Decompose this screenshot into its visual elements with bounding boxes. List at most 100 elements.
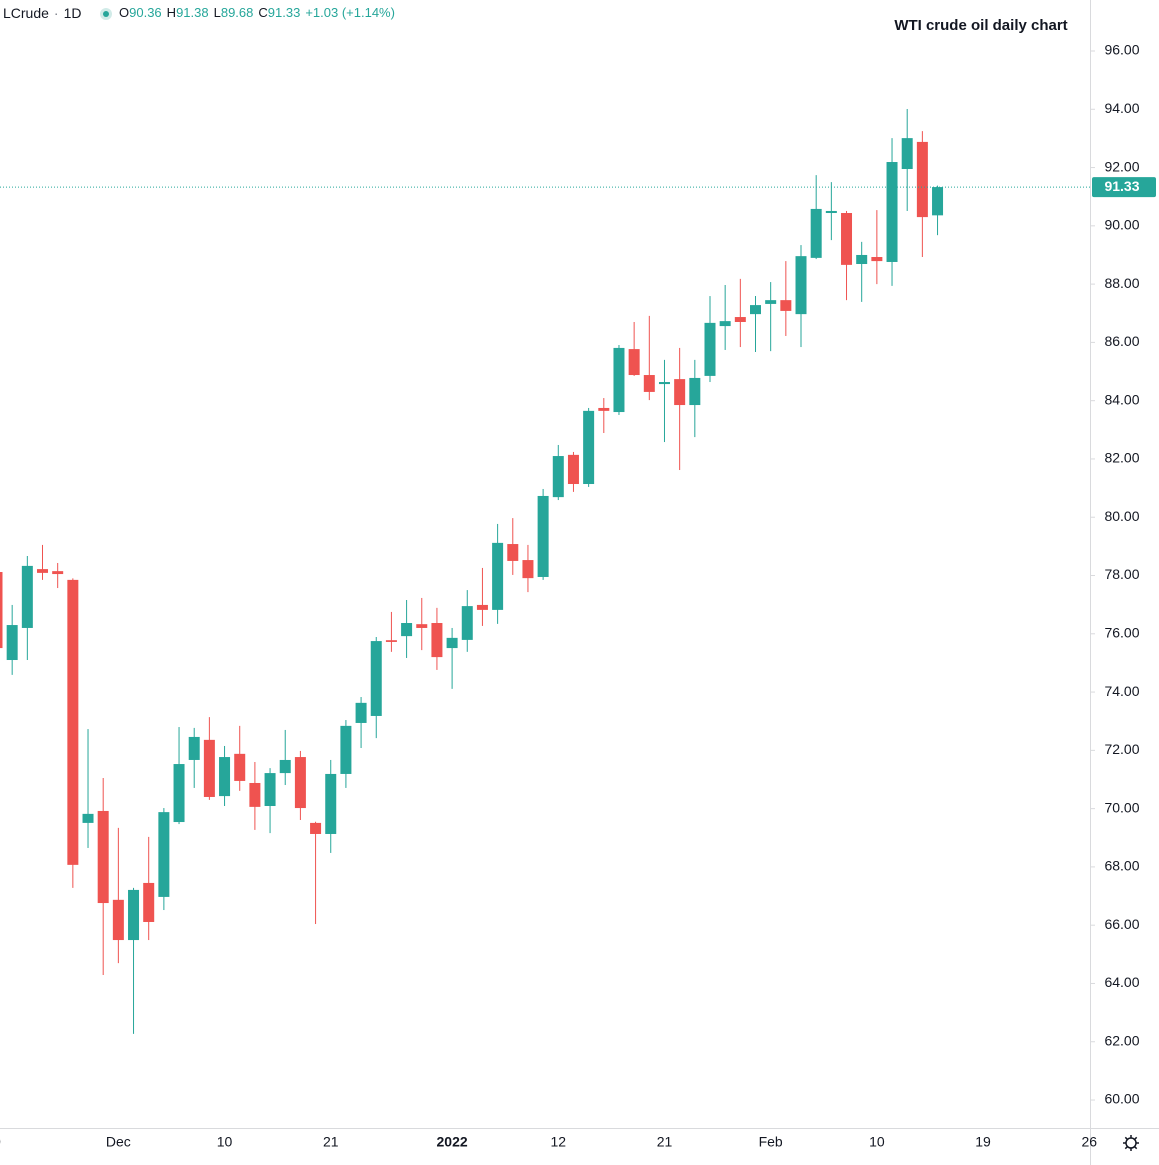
candle-body <box>719 321 731 327</box>
y-tick-label: 86.00 <box>1104 333 1139 349</box>
y-tick-label: 60.00 <box>1104 1091 1139 1107</box>
candle-body <box>537 495 549 577</box>
candle-body <box>492 542 504 610</box>
change: +1.03 (+1.14%) <box>305 5 395 20</box>
candle-body <box>188 736 200 760</box>
candle-body <box>446 637 458 649</box>
candle-body <box>385 640 397 642</box>
y-tick-label: 66.00 <box>1104 916 1139 932</box>
candle-body <box>598 407 610 411</box>
candles <box>0 108 944 1034</box>
x-tick-label: 12 <box>551 1134 567 1150</box>
candle-body <box>750 305 761 315</box>
candle-body <box>765 300 777 304</box>
candle-body <box>932 187 944 216</box>
candle-body <box>249 782 261 807</box>
candle-body <box>567 454 579 485</box>
candle-body <box>158 812 170 897</box>
candle-body <box>264 773 276 807</box>
x-tick-label: 19 <box>975 1134 991 1150</box>
ohlc-key: C <box>258 5 267 20</box>
ohlc-value: 90.36 <box>129 5 162 20</box>
candle-body <box>507 544 519 561</box>
ohlc-legend: O90.36 H91.38 L89.68 C91.33 +1.03 (+1.14%) <box>119 5 395 20</box>
candle-body <box>67 579 79 865</box>
candle-body <box>294 757 306 809</box>
ohlc-key: L <box>214 5 221 20</box>
y-tick-label: 90.00 <box>1104 217 1139 233</box>
chart-title: WTI crude oil daily chart <box>894 17 1067 34</box>
candle-body <box>279 759 291 774</box>
candle-body <box>628 349 640 376</box>
x-tick-label: 26 <box>1081 1134 1097 1150</box>
candle-body <box>0 572 3 649</box>
x-tick-label: 2022 <box>437 1134 468 1150</box>
y-tick-label: 88.00 <box>1104 275 1139 291</box>
candle-body <box>825 210 837 214</box>
ohlc-key: H <box>167 5 176 20</box>
candle-body <box>658 382 670 385</box>
y-tick-label: 72.00 <box>1104 741 1139 757</box>
candle-body <box>795 256 807 315</box>
x-tick-label: 21 <box>657 1134 673 1150</box>
candle-body <box>112 899 124 941</box>
candle-body <box>21 565 33 628</box>
y-tick-label: 82.00 <box>1104 450 1139 466</box>
candle-body <box>310 822 322 834</box>
candle-body <box>431 623 443 658</box>
candle-body <box>6 625 18 661</box>
candle-body <box>143 882 155 922</box>
y-tick-label: 92.00 <box>1104 158 1139 174</box>
ohlc-key: O <box>119 5 129 20</box>
candle-body <box>704 322 716 376</box>
y-tick-label: 96.00 <box>1104 42 1139 58</box>
x-tick-label: 9 <box>0 1134 1 1150</box>
candle-body <box>203 739 215 797</box>
x-tick-label: Feb <box>759 1134 783 1150</box>
ohlc-value: 89.68 <box>221 5 254 20</box>
candle-body <box>871 257 883 262</box>
x-tick-label: 21 <box>323 1134 339 1150</box>
candle-body <box>52 571 64 575</box>
candle-body <box>219 757 231 797</box>
candle-body <box>583 410 595 485</box>
x-tick-label: 10 <box>869 1134 885 1150</box>
candle-body <box>810 208 822 258</box>
ohlc-value: 91.33 <box>268 5 301 20</box>
candle-body <box>901 138 913 170</box>
y-tick-label: 74.00 <box>1104 683 1139 699</box>
interval: 1D <box>64 5 82 21</box>
candle-body <box>856 254 868 265</box>
candle-body <box>841 213 853 265</box>
candle-body <box>128 889 140 941</box>
candle-body <box>340 725 352 774</box>
candle-body <box>916 141 928 218</box>
candle-body <box>522 560 534 579</box>
candle-body <box>689 377 701 406</box>
candle-body <box>476 604 488 610</box>
y-tick-label: 64.00 <box>1104 974 1139 990</box>
candle-body <box>173 764 185 823</box>
x-tick-label: Dec <box>106 1134 131 1150</box>
y-tick-label: 70.00 <box>1104 799 1139 815</box>
symbol: LCrude <box>3 5 49 21</box>
candle-body <box>416 624 428 628</box>
x-tick-label: 10 <box>217 1134 233 1150</box>
candle-body <box>234 753 246 781</box>
candle-body <box>325 773 337 834</box>
y-tick-label: 76.00 <box>1104 624 1139 640</box>
candle-body <box>886 162 898 262</box>
settings-icon[interactable] <box>1123 1135 1139 1151</box>
candle-body <box>734 317 746 322</box>
y-tick-label: 80.00 <box>1104 508 1139 524</box>
y-tick-label: 62.00 <box>1104 1032 1139 1048</box>
candle-body <box>401 623 413 637</box>
candle-body <box>613 347 625 413</box>
symbol-header: LCrude · 1D <box>3 5 82 21</box>
y-tick-label: 94.00 <box>1104 100 1139 116</box>
candle-body <box>82 813 94 823</box>
market-status-dot <box>103 11 109 17</box>
last-price-label: 91.33 <box>1104 178 1139 194</box>
